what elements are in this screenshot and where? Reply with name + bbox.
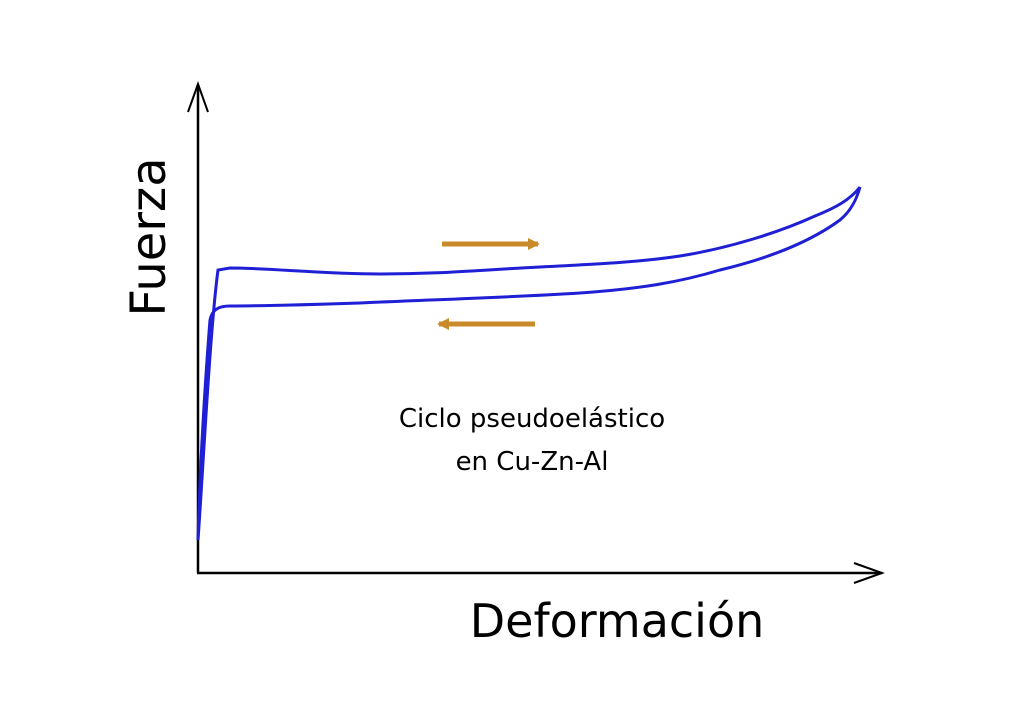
unloading-curve (196, 186, 862, 541)
x-axis-arrow (853, 562, 885, 584)
x-axis-label: Deformación (470, 594, 765, 648)
y-axis-arrow (187, 81, 209, 113)
annotation-line: Ciclo pseudoelástico (399, 404, 665, 434)
y-axis-label: Fuerza (121, 157, 177, 316)
loading-curve (196, 186, 862, 541)
annotation-line: en Cu-Zn-Al (456, 447, 609, 477)
